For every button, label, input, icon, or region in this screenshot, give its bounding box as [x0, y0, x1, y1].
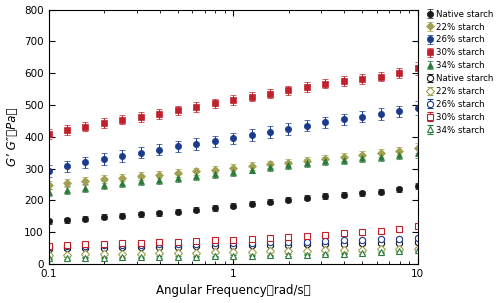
Legend: Native starch, 22% starch, 26% starch, 30% starch, 34% starch, Native starch, 22: Native starch, 22% starch, 26% starch, 3…: [426, 9, 494, 135]
Y-axis label: G’ G″（Pa）: G’ G″（Pa）: [6, 108, 18, 166]
X-axis label: Angular Frequency（rad/s）: Angular Frequency（rad/s）: [156, 285, 310, 298]
